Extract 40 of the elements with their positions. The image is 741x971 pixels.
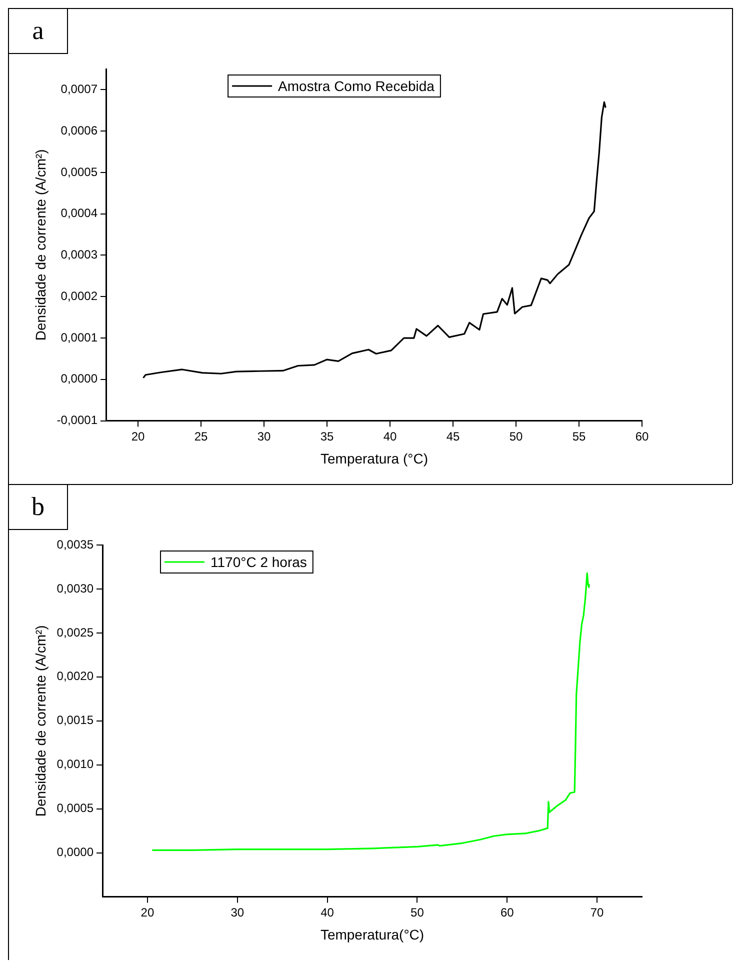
x-axis-title: Temperatura(°C) [320,926,424,942]
x-tick-label: 40 [383,429,397,444]
y-axis-title: Densidade de corrente (A/cm²) [32,625,48,817]
y-tick-label: 0,0010 [56,757,94,772]
x-axis-title: Temperatura (°C) [320,450,428,466]
y-tick-label: 0,0030 [56,581,94,596]
text: b [9,485,68,530]
x-tick-label: 60 [500,905,514,920]
x-tick-label: 20 [140,905,154,920]
y-tick-label: 0,0006 [60,123,98,138]
x-tick-label: 25 [194,429,208,444]
y-tick-label: 0,0025 [56,625,94,640]
y-tick-label: 0,0005 [56,801,94,816]
x-tick-label: 55 [572,429,586,444]
y-tick-label: 0,0001 [60,330,98,344]
y-tick-label: 0,0005 [60,164,98,179]
x-tick-label: 60 [635,429,649,444]
x-tick-label: 20 [131,429,145,444]
y-tick-label: -0,0001 [56,413,98,428]
x-tick-label: 70 [590,905,604,920]
y-tick-label: 0,0015 [56,713,94,728]
legend-label: Amostra Como Recebida [278,78,435,94]
x-tick-label: 35 [320,429,334,444]
x-tick-label: 30 [230,905,244,920]
y-tick-label: 0,0003 [60,248,98,262]
x-tick-label: 30 [257,429,271,444]
legend-label: 1170°C 2 horas [210,554,307,570]
y-tick-label: 0,0002 [60,288,98,303]
y-tick-label: 0,0020 [56,669,94,684]
y-tick-label: 0,0000 [60,372,98,386]
x-tick-label: 40 [320,905,334,920]
x-tick-label: 45 [446,429,460,444]
y-tick-label: 0,0000 [56,845,94,860]
y-tick-label: 0,0035 [56,537,94,552]
y-axis-title: Densidade de corrente (A/cm²) [32,149,48,341]
x-tick-label: 50 [410,905,424,920]
y-tick-label: 0,0004 [60,206,98,220]
x-tick-label: 50 [509,429,523,444]
y-tick-label: 0,0007 [60,82,98,96]
text: a [9,9,68,54]
